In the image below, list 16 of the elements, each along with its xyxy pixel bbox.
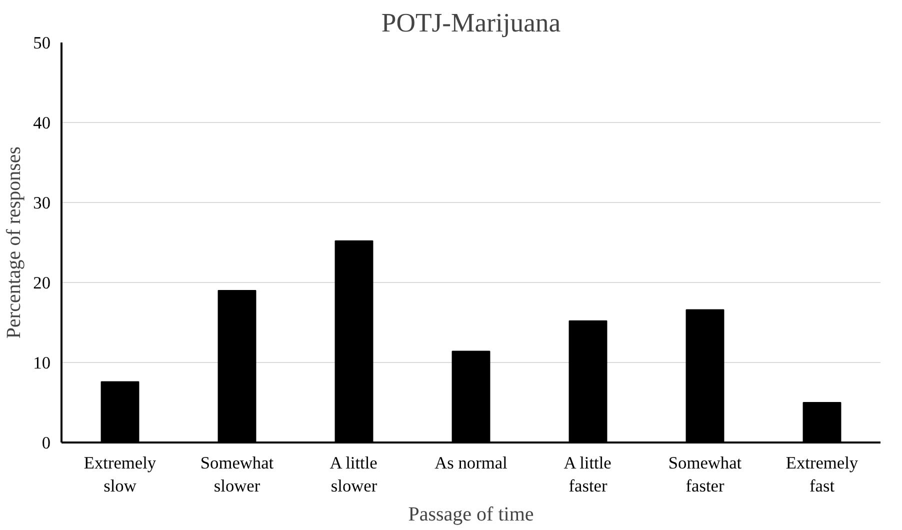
y-tick-label: 30 (33, 194, 50, 212)
y-axis-title: Percentage of responses (3, 146, 26, 339)
x-tick-label: Somewhat slower (200, 454, 274, 496)
y-tick-label: 10 (33, 354, 50, 372)
x-tick-label: Somewhat faster (668, 454, 742, 496)
x-tick-label: A little faster (564, 454, 612, 496)
x-tick-label: As normal (434, 454, 508, 472)
y-tick-label: 20 (33, 274, 50, 292)
x-axis-title: Passage of time (408, 503, 534, 526)
x-tick-label: Extremely slow (84, 454, 156, 496)
y-tick-label: 50 (33, 34, 50, 52)
x-tick-label: A little slower (330, 454, 378, 496)
y-tick-label: 40 (33, 114, 50, 132)
y-tick-label: 0 (42, 434, 51, 452)
x-tick-label: Extremely fast (786, 454, 858, 496)
chart-title: POTJ-Marijuana (381, 8, 561, 38)
